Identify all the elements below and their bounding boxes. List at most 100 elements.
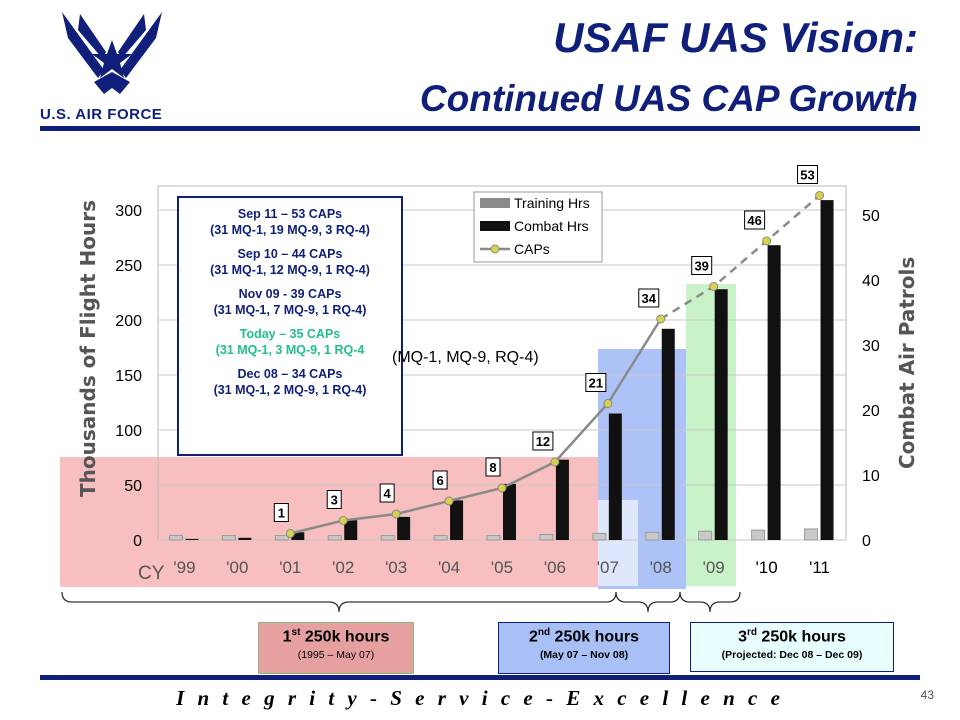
training-bar <box>274 535 289 541</box>
phase-1-label: 250k hours <box>300 628 390 646</box>
x-tick-label: '99 <box>173 558 195 577</box>
caps-label-box <box>585 373 607 392</box>
y-tick-label: 300 <box>115 203 142 220</box>
cap-history-date: Nov 09 - 39 CAPs <box>238 287 342 301</box>
training-bar <box>592 532 607 541</box>
footer-rule <box>40 675 920 680</box>
y-tick-label: 0 <box>133 533 142 550</box>
caps-data-label: 46 <box>747 213 761 228</box>
x-tick-label: '04 <box>438 558 460 577</box>
y2-tick-label: 40 <box>862 273 880 290</box>
cap-history-breakdown: (31 MQ-1, 3 MQ-9, 1 RQ-4 <box>215 343 365 357</box>
training-bar <box>380 535 395 541</box>
y-tick-label: 50 <box>124 478 142 495</box>
cap-history-callout: Sep 11 – 53 CAPs (31 MQ-1, 19 MQ-9, 3 RQ-… <box>177 196 403 456</box>
x-axis-prefix: CY <box>138 563 165 584</box>
cap-history-date: Today – 35 CAPs <box>239 327 341 341</box>
caps-label-box <box>379 483 395 503</box>
cap-history-entry: Today – 35 CAPs (31 MQ-1, 3 MQ-9, 1 RQ-4 <box>179 326 401 358</box>
caps-label-box <box>532 431 554 451</box>
x-tick-label: '00 <box>226 558 248 577</box>
y2-tick-label: 10 <box>862 468 880 485</box>
air-force-wings-icon <box>62 12 162 94</box>
training-bar <box>327 535 342 541</box>
phase-3-box: 3rd 250k hours (Projected: Dec 08 – Dec … <box>690 622 894 672</box>
combat-bar <box>820 200 834 540</box>
y-tick-label: 150 <box>115 368 142 385</box>
phase-1-suffix: st <box>291 627 301 638</box>
phase-1-ordinal: 1 <box>282 628 292 646</box>
page-number: 43 <box>920 688 934 702</box>
phase-3-shade <box>686 284 736 586</box>
caps-data-label: 6 <box>436 473 443 488</box>
cap-history-entry: Dec 08 – 34 CAPs (31 MQ-1, 2 MQ-9, 1 RQ-4… <box>179 366 401 398</box>
caps-point <box>709 282 719 291</box>
legend-swatch-caps-point <box>490 244 500 254</box>
y-axis-label: Thousands of Flight Hours <box>76 199 100 497</box>
air-force-logo-text: U.S. AIR FORCE <box>40 106 163 123</box>
caps-label-box <box>432 470 448 490</box>
caps-point <box>762 236 772 246</box>
combat-bar <box>185 538 199 540</box>
y2-tick-label: 20 <box>862 403 880 420</box>
x-tick-label: '11 <box>809 558 830 577</box>
caps-label-box <box>485 457 501 477</box>
x-tick-label: '09 <box>703 558 725 577</box>
training-bar <box>221 535 236 541</box>
slide-title-line2: Continued UAS CAP Growth <box>419 78 918 119</box>
y-tick-label: 200 <box>115 313 142 330</box>
phase-2-box: 2nd 250k hours (May 07 – Nov 08) <box>498 622 670 674</box>
caps-point <box>815 191 825 200</box>
caps-data-label: 8 <box>489 460 496 475</box>
slide-title-line1: USAF UAS Vision: <box>553 14 918 61</box>
cap-history-breakdown: (31 MQ-1, 19 MQ-9, 3 RQ-4) <box>210 223 370 237</box>
caps-point <box>285 529 295 538</box>
combat-bar <box>767 245 781 540</box>
caps-label-box <box>744 210 766 230</box>
caps-data-label: 39 <box>694 259 708 274</box>
x-tick-label: '06 <box>544 558 566 577</box>
caps-data-label: 53 <box>800 168 814 183</box>
caps-point <box>497 483 507 493</box>
combat-bar <box>661 328 675 540</box>
combat-bar <box>714 289 728 540</box>
caps-point <box>603 399 613 408</box>
cap-history-breakdown: (31 MQ-1, 2 MQ-9, 1 RQ-4) <box>213 383 367 397</box>
cap-history-breakdown: (31 MQ-1, 12 MQ-9, 1 RQ-4) <box>210 263 370 277</box>
caps-point <box>550 457 560 467</box>
training-bar <box>168 535 183 541</box>
caps-data-label: 12 <box>536 434 550 449</box>
caps-label-box <box>638 288 660 308</box>
training-bar <box>698 530 713 541</box>
phase-1-brace <box>61 591 617 613</box>
platforms-annotation: (MQ-1, MQ-9, RQ-4) <box>392 349 539 366</box>
cap-history-entry: Sep 10 – 44 CAPs (31 MQ-1, 12 MQ-9, 1 RQ-… <box>179 246 401 278</box>
training-bar <box>486 535 501 541</box>
y-tick-label: 100 <box>115 423 142 440</box>
x-tick-label: '01 <box>279 558 301 577</box>
phase-3-dates: (Projected: Dec 08 – Dec 09) <box>721 649 863 662</box>
cap-history-entry: Sep 11 – 53 CAPs (31 MQ-1, 19 MQ-9, 3 RQ-… <box>179 206 401 238</box>
combat-bar <box>555 459 569 540</box>
legend-label-training: Training Hrs <box>514 195 590 211</box>
training-bar <box>539 534 554 541</box>
cap-history-breakdown: (31 MQ-1, 7 MQ-9, 1 RQ-4) <box>213 303 367 317</box>
x-tick-label: '07 <box>597 558 619 577</box>
caps-label-box <box>797 165 819 184</box>
y2-tick-label: 0 <box>862 533 871 550</box>
combat-bar <box>450 500 464 540</box>
header-rule <box>40 126 920 131</box>
caps-line <box>290 318 662 535</box>
caps-point <box>444 496 454 506</box>
phase-3-label: 250k hours <box>756 628 846 646</box>
combat-bar <box>291 532 305 540</box>
caps-point <box>656 314 666 324</box>
cap-history-date: Sep 11 – 53 CAPs <box>237 207 343 221</box>
phase-2-brace <box>615 591 681 613</box>
training-bar <box>804 528 819 541</box>
x-tick-label: '05 <box>491 558 513 577</box>
caps-line-projected <box>660 194 821 321</box>
combat-bar <box>238 537 252 540</box>
caps-data-label: 4 <box>384 486 392 501</box>
phase-1-box: 1st 250k hours (1995 – May 07) <box>258 622 414 674</box>
